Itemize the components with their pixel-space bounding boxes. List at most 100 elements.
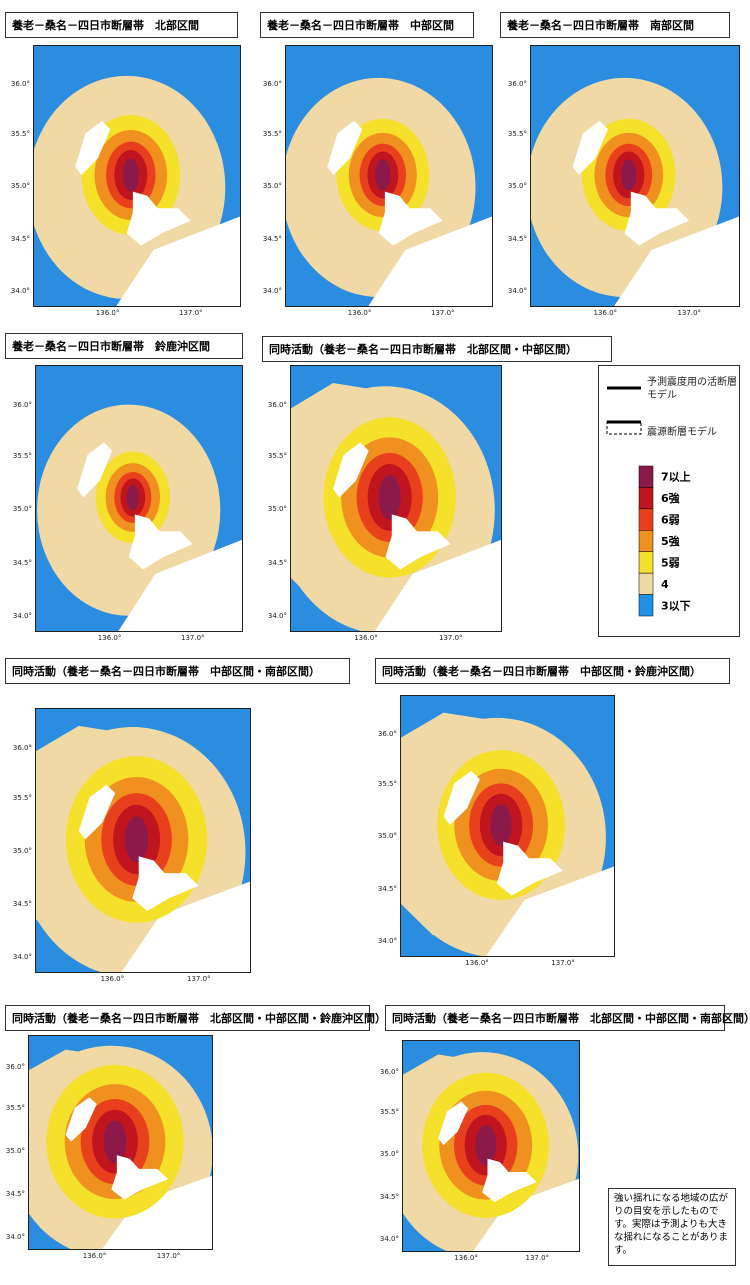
intensity-map [35,365,243,632]
x-tick-label: 136.0° [465,959,489,967]
y-tick-label: 35.5° [377,780,397,789]
x-tick-label: 137.0° [156,1252,181,1260]
y-tick-label: 36.0° [377,730,397,739]
x-tick-label: 136.0° [82,1252,107,1260]
legend: 7以上 6強 6弱 5強 5弱 4 3以下 予測震度用の活断層モデル 震源断層モデル [598,365,740,637]
bay [132,856,199,911]
y-tick-label: 34.0° [10,287,30,296]
intensity-zone [375,159,391,191]
intensity-map [530,45,740,307]
scale-swatch [638,508,654,531]
lake [572,120,608,175]
intensity-map [35,708,251,973]
intensity-zone [122,158,140,192]
y-tick-label: 34.0° [267,611,287,620]
scale-label: 5弱 [661,556,680,569]
x-tick-label: 137.0° [439,634,463,642]
y-tick-label: 34.5° [12,558,32,567]
bay [385,514,451,570]
y-tick-label: 35.5° [262,130,282,139]
y-tick-label: 35.0° [12,505,32,514]
lake [333,442,369,498]
intensity-zone [126,484,139,511]
y-tick-label: 35.0° [5,1147,25,1156]
intensity-zone [490,804,512,846]
bay [496,841,563,896]
y-tick-label: 34.5° [12,900,32,909]
x-tick-label: 136.0° [593,309,618,317]
y-tick-label: 34.5° [262,234,282,243]
intensity-zone [620,159,637,191]
lake [327,120,363,175]
x-tick-label: 136.0° [454,1254,478,1262]
y-tick-label: 35.5° [10,130,30,139]
intensity-zone [378,475,401,520]
intensity-map [28,1035,213,1250]
scale-swatch [638,530,654,552]
panel-title: 同時活動（養老－桑名－四日市断層帯 北部区間・中部区間・南部区間） [385,1005,750,1031]
panel-title: 養老－桑名－四日市断層帯 北部区間 [5,12,238,38]
lake [438,1101,469,1146]
legend-label: 予測震度用の活断層モデル [647,377,737,401]
x-tick-label: 137.0° [431,309,455,317]
intensity-map [290,365,502,632]
x-tick-label: 137.0° [525,1254,550,1262]
lake [75,120,111,175]
legend-label: 震源断層モデル [647,427,717,438]
y-tick-label: 34.5° [5,1190,25,1199]
legend-dashed [606,421,642,435]
y-tick-label: 34.0° [379,1235,399,1244]
scale-swatch [638,487,654,510]
y-tick-label: 35.5° [5,1104,25,1113]
y-tick-label: 34.0° [262,287,282,296]
y-tick-label: 34.5° [10,234,30,243]
intensity-map [285,45,493,307]
y-tick-label: 35.0° [267,505,287,514]
y-tick-label: 36.0° [379,1067,399,1076]
scale-swatch [638,572,654,595]
y-tick-label: 35.0° [377,832,397,841]
y-tick-label: 35.5° [507,130,527,139]
lake [443,770,480,825]
intensity-map [33,45,241,307]
open-sea [473,1178,579,1251]
x-tick-label: 137.0° [181,634,205,642]
open-sea [614,216,739,306]
intensity-map [402,1040,580,1252]
scale-swatch [638,551,654,574]
y-tick-label: 35.0° [379,1150,399,1159]
y-tick-label: 36.0° [12,401,32,410]
panel-title: 同時活動（養老－桑名－四日市断層帯 中部区間・鈴鹿沖区間） [375,658,730,684]
panel-title: 養老－桑名－四日市断層帯 南部区間 [500,12,730,38]
intensity-zone [103,1120,127,1163]
y-tick-label: 36.0° [267,401,287,410]
y-tick-label: 35.0° [10,182,30,191]
scale-label: 6強 [661,491,680,505]
y-tick-label: 35.0° [262,182,282,191]
intensity-zone [475,1125,497,1166]
y-tick-label: 35.0° [12,847,32,856]
panel-title: 同時活動（養老－桑名－四日市断層帯 北部区間・中部区間） [262,336,612,362]
x-tick-label: 137.0° [187,975,211,983]
scale-label: 5強 [661,534,680,548]
y-tick-label: 36.0° [10,80,30,89]
y-tick-label: 34.5° [507,234,527,243]
x-tick-label: 136.0° [354,634,378,642]
panel-title: 同時活動（養老－桑名－四日市断層帯 中部区間・南部区間） [5,658,350,684]
bay [128,514,193,570]
lake [78,784,116,840]
panel-title: 養老－桑名－四日市断層帯 鈴鹿沖区間 [5,333,243,359]
open-sea [368,216,492,306]
bay [111,1155,169,1200]
scale-label: 3以下 [661,599,691,612]
intensity-map [400,695,615,957]
y-tick-label: 34.0° [12,953,32,962]
y-tick-label: 36.0° [507,80,527,89]
panel-title: 同時活動（養老－桑名－四日市断層帯 北部区間・中部区間・鈴鹿沖区間） [5,1005,386,1031]
lake [77,442,113,498]
open-sea [121,881,250,972]
open-sea [486,866,614,956]
note: 強い揺れになる地域の広がりの目安を示したものです。実際は予測よりも大きな揺れにな… [608,1188,736,1266]
x-tick-label: 137.0° [179,309,203,317]
